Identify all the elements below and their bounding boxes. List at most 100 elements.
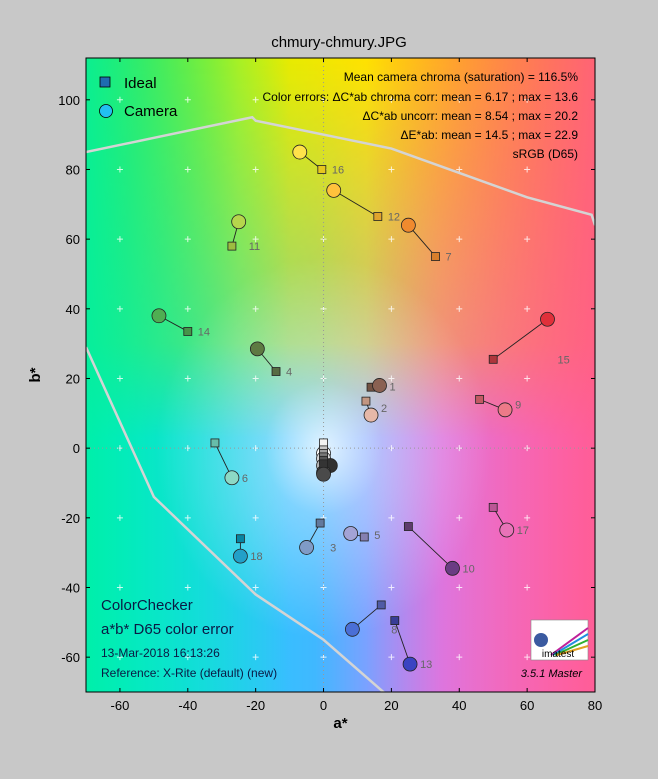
patch-label: 5 <box>374 530 380 542</box>
grid-marker <box>524 236 531 243</box>
grid-marker <box>524 514 531 521</box>
grid-marker <box>388 584 395 591</box>
patch: 10 <box>403 522 475 576</box>
patch-label: 1 <box>390 381 396 393</box>
grid-marker <box>252 375 259 382</box>
legend-ideal-marker <box>99 76 111 88</box>
patch-label: 10 <box>462 563 474 575</box>
grid-marker <box>320 584 327 591</box>
patch-label: 7 <box>446 252 452 264</box>
camera-marker <box>445 560 460 576</box>
camera-marker <box>326 182 342 198</box>
camera-marker <box>231 214 247 230</box>
ideal-marker <box>315 518 325 528</box>
grid-marker <box>116 654 123 661</box>
grid-marker <box>456 584 463 591</box>
patch-label: 15 <box>557 354 569 366</box>
camera-marker <box>497 402 513 418</box>
gamut-boundary-upper <box>86 115 595 226</box>
grid-marker <box>388 445 395 452</box>
grid-marker <box>456 514 463 521</box>
camera-marker <box>499 522 515 538</box>
grid-marker <box>116 305 123 312</box>
grid-marker <box>252 166 259 173</box>
version-label: 3.5.1 Master <box>521 668 583 680</box>
grid-marker <box>252 654 259 661</box>
patch: 9 <box>475 394 521 418</box>
patch-label: 17 <box>517 525 529 537</box>
patch: 2 <box>361 396 387 423</box>
y-tick-label: 80 <box>66 162 80 177</box>
ideal-marker <box>210 438 220 448</box>
patch-label: 9 <box>515 400 521 412</box>
patch: 1 <box>366 378 396 393</box>
plot-frame <box>85 57 596 693</box>
y-tick-label: -60 <box>61 650 80 665</box>
chart-title: chmury-chmury.JPG <box>271 34 407 51</box>
camera-marker <box>540 311 555 327</box>
grid-marker <box>524 584 531 591</box>
error-line <box>394 620 411 665</box>
camera-marker <box>402 656 418 672</box>
camera-marker <box>151 308 167 324</box>
ideal-marker <box>361 396 371 406</box>
camera-marker <box>299 540 314 555</box>
patch-label: 14 <box>198 326 210 338</box>
grid-marker <box>388 166 395 173</box>
x-tick-label: 80 <box>588 698 602 713</box>
ideal-marker <box>431 252 440 261</box>
x-tick-label: 0 <box>320 698 327 713</box>
logo-text: imatest <box>542 649 574 660</box>
patch-label: 13 <box>420 659 432 671</box>
patch-label: 12 <box>388 212 400 224</box>
grid-marker <box>388 305 395 312</box>
grid-marker <box>456 305 463 312</box>
grid-marker <box>252 305 259 312</box>
camera-marker <box>343 526 359 541</box>
grid-marker <box>116 166 123 173</box>
grid-marker <box>524 96 531 103</box>
x-tick-label: -40 <box>178 698 197 713</box>
grid-marker <box>116 375 123 382</box>
axes: -60 -40 -20 0 20 40 60 80 -60 -40 -20 0 20 40 60 80 100 <box>58 58 602 713</box>
patch: 17 <box>488 502 529 538</box>
grid-marker <box>184 305 191 312</box>
grid-marker <box>456 654 463 661</box>
ideal-marker <box>319 459 328 469</box>
ideal-marker <box>359 532 369 542</box>
grid-marker <box>184 166 191 173</box>
camera-marker <box>363 407 379 423</box>
grid-marker <box>252 445 259 452</box>
ideal-marker <box>376 600 386 610</box>
grid-marker <box>116 514 123 521</box>
grid-marker <box>184 584 191 591</box>
grid-marker <box>116 584 123 591</box>
grid-marker <box>456 166 463 173</box>
y-tick-label: -40 <box>61 580 80 595</box>
ideal-marker <box>475 394 485 404</box>
x-tick-label: -60 <box>111 698 130 713</box>
stats-block: Mean camera chroma (saturation) = 116.5%… <box>263 70 579 161</box>
grid-marker <box>388 96 395 103</box>
ideal-marker <box>317 165 327 174</box>
patch <box>316 459 331 482</box>
error-line <box>492 318 548 360</box>
camera-marker <box>400 217 416 233</box>
patch-label: 6 <box>242 473 248 485</box>
grid-marker <box>116 96 123 103</box>
info-date: 13-Mar-2018 16:13:26 <box>101 646 220 660</box>
patch-label: 16 <box>332 164 344 176</box>
y-axis-label: b* <box>27 367 44 382</box>
patch-label: 4 <box>286 367 292 379</box>
grid-marker <box>456 96 463 103</box>
grid-marker <box>320 96 327 103</box>
patch: 15 <box>488 311 570 366</box>
x-tick-label: 20 <box>384 698 398 713</box>
error-line <box>333 189 379 217</box>
ideal-marker <box>488 354 498 364</box>
grid-marker <box>116 445 123 452</box>
patch: 3 <box>299 518 336 555</box>
patch-label: 3 <box>330 542 336 554</box>
